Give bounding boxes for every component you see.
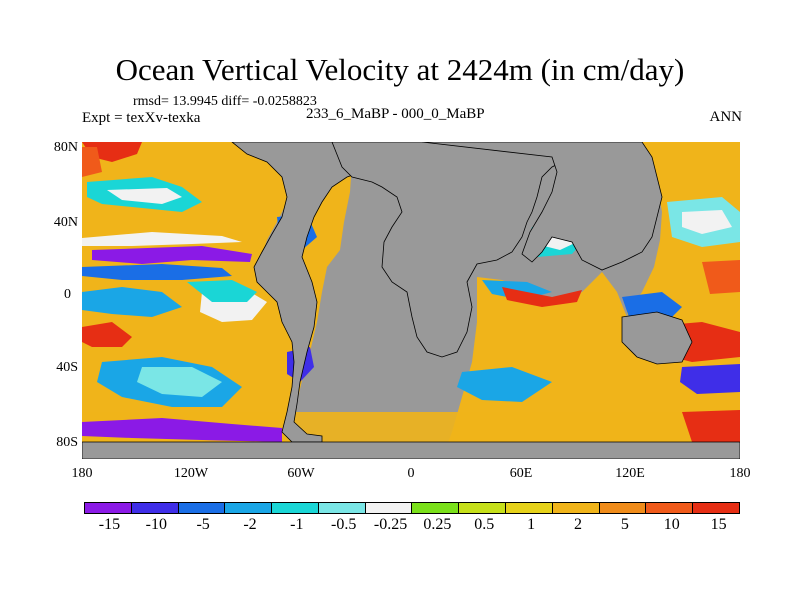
map-svg [82, 142, 740, 459]
colorbar-box-9 [506, 502, 553, 514]
colorbar-label-8: 0.5 [474, 516, 495, 533]
colorbar-box-12 [646, 502, 694, 514]
colorbar-box-0 [84, 502, 132, 514]
colorbar-label-1: -10 [145, 516, 167, 533]
colorbar-label-12: 10 [663, 516, 680, 533]
colorbar-label-4: -1 [290, 516, 304, 533]
colorbar-box-5 [318, 502, 366, 514]
stats-label: rmsd= 13.9945 diff= -0.0258823 [133, 94, 317, 109]
colorbar-label-6: -0.25 [373, 516, 408, 533]
land-masses [82, 142, 740, 459]
colorbar-box-6 [365, 502, 413, 514]
lon-tick-0: 0 [407, 466, 415, 481]
colorbar-box-11 [599, 502, 647, 514]
experiment-name: 233_6_MaBP - 000_0_MaBP [306, 106, 485, 122]
colorbar-label-0: -15 [98, 516, 121, 533]
colorbar [84, 502, 740, 514]
colorbar-label-2: -5 [196, 516, 210, 533]
map-plot [82, 142, 740, 459]
lat-tick-80n: 80N [53, 140, 78, 155]
lon-tick-60w: 60W [287, 466, 315, 481]
lon-tick-180w: 180 [71, 466, 93, 481]
expt-label: Expt = texXv-texka [82, 110, 201, 126]
colorbar-box-2 [178, 502, 226, 514]
colorbar-box-13 [693, 502, 740, 514]
lat-tick-0: 0 [64, 287, 71, 302]
lon-tick-120w: 120W [173, 466, 209, 481]
plot-title: Ocean Vertical Velocity at 2424m (in cm/… [115, 52, 685, 87]
colorbar-label-5: -0.5 [331, 516, 357, 533]
colorbar-label-9: 1 [527, 516, 536, 533]
lon-tick-180e: 180 [729, 466, 751, 481]
lat-tick-40s: 40S [56, 360, 78, 375]
colorbar-label-11: 5 [620, 516, 629, 533]
colorbar-label-10: 2 [574, 516, 582, 533]
colorbar-box-1 [131, 502, 179, 514]
colorbar-label-13: 15 [710, 516, 727, 533]
colorbar-label-3: -2 [243, 516, 257, 533]
colorbar-box-8 [459, 502, 507, 514]
lat-tick-80s: 80S [56, 435, 78, 450]
lon-tick-60e: 60E [509, 466, 533, 481]
colorbar-box-4 [272, 502, 319, 514]
colorbar-label-7: 0.25 [423, 516, 452, 533]
colorbar-box-3 [225, 502, 273, 514]
colorbar-box-7 [412, 502, 460, 514]
lon-tick-120e: 120E [615, 466, 645, 481]
season-label: ANN [709, 109, 743, 125]
lat-tick-40n: 40N [53, 215, 78, 230]
colorbar-box-10 [552, 502, 600, 514]
